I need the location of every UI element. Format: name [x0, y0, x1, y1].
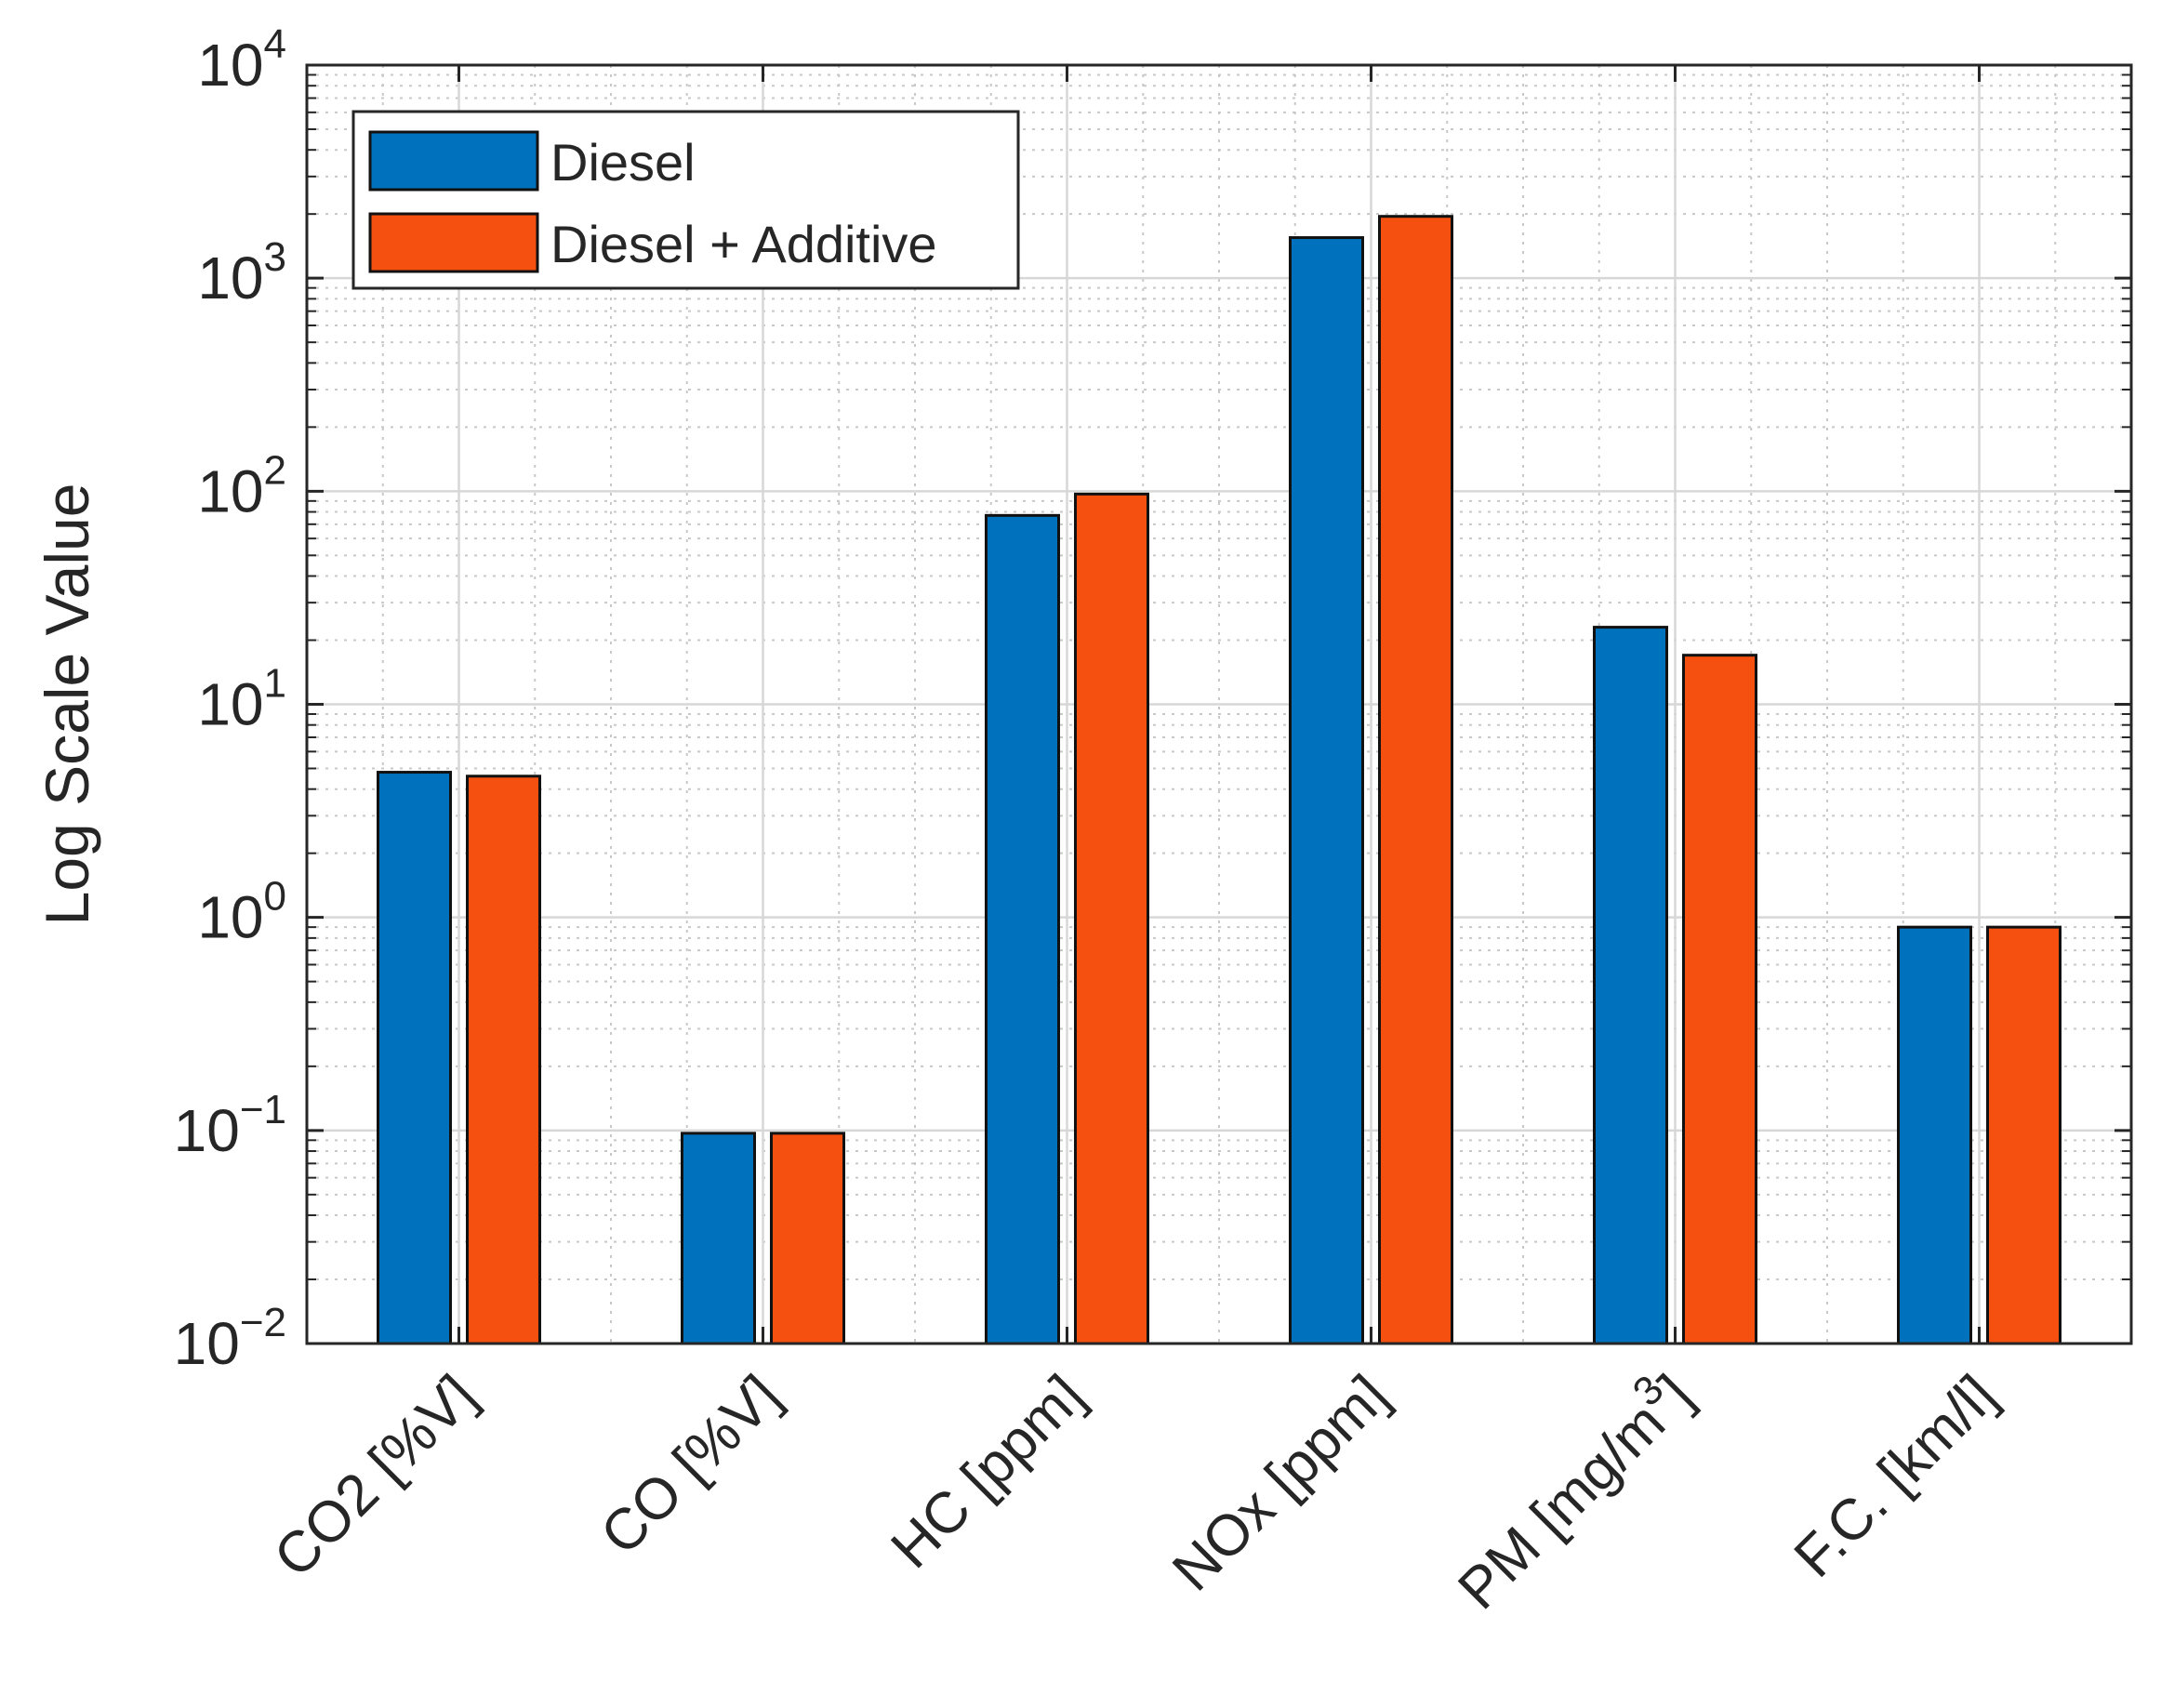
y-tick-label: 102 [197, 447, 286, 524]
legend-label: Diesel + Additive [550, 215, 937, 273]
bar [681, 1132, 756, 1345]
y-tick-label: 10−2 [174, 1300, 286, 1377]
bar [1289, 236, 1364, 1345]
bar [1986, 925, 2062, 1345]
y-axis-title: Log Scale Value [33, 483, 101, 926]
y-axis-ticks: 10−2 10−1 100 101 102 103 104 [174, 21, 2131, 1377]
y-tick-label: 100 [197, 874, 286, 951]
bar [377, 771, 452, 1345]
bar [1074, 492, 1149, 1345]
bar [466, 775, 541, 1345]
legend-label: Diesel [550, 133, 696, 192]
legend: Diesel Diesel + Additive [351, 110, 1020, 290]
bar [985, 513, 1060, 1345]
bar [1897, 925, 1972, 1345]
bar [1593, 626, 1668, 1345]
y-tick-label: 103 [197, 234, 286, 311]
bar [1682, 654, 1757, 1345]
legend-swatch [368, 130, 539, 192]
grid [307, 63, 2131, 1345]
y-tick-label: 10−1 [174, 1087, 286, 1164]
y-tick-label: 104 [197, 21, 286, 99]
bars [377, 215, 2062, 1345]
bar [770, 1132, 845, 1345]
bar [1378, 215, 1453, 1345]
y-tick-label: 101 [197, 661, 286, 738]
legend-swatch [368, 212, 539, 273]
